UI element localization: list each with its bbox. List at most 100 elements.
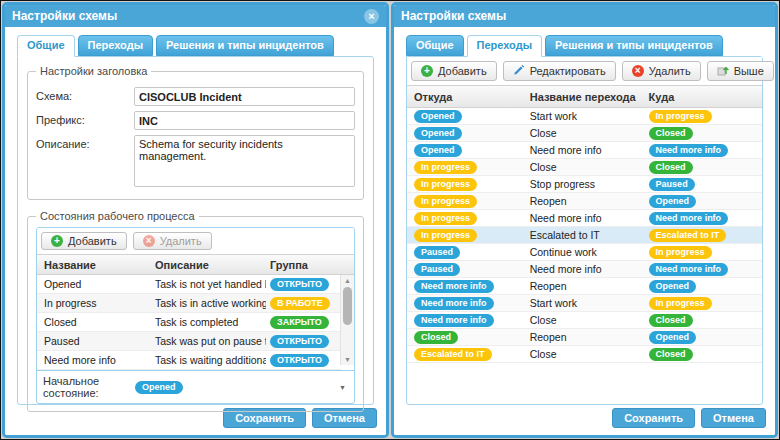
scrollbar-thumb[interactable] xyxy=(343,287,352,325)
column-name: Название xyxy=(37,259,153,271)
plus-icon: + xyxy=(51,235,63,247)
transition-row[interactable]: In progressCloseClosed xyxy=(407,159,762,176)
dialog-schema-settings-general: Настройки схемы × Общие Переходы Решения… xyxy=(2,2,389,438)
cancel-button[interactable]: Отмена xyxy=(701,408,766,428)
table-cell: Reopen xyxy=(528,280,647,292)
table-cell: In progress xyxy=(647,245,762,259)
table-cell: Continue work xyxy=(528,246,647,258)
table-cell: Closed xyxy=(647,313,762,327)
table-cell: Opened xyxy=(647,194,762,208)
state-row[interactable]: In progressTask is in active working ph.… xyxy=(37,294,341,313)
schema-label: Схема: xyxy=(36,87,134,102)
description-textarea[interactable]: Schema for security incidents management… xyxy=(134,135,355,187)
prefix-input[interactable] xyxy=(134,111,355,130)
tab-general[interactable]: Общие xyxy=(17,35,75,57)
tab-resolutions-incident-types[interactable]: Решения и типы инцидентов xyxy=(545,35,723,56)
table-cell: Task is not yet handled by c... xyxy=(153,278,266,290)
transition-row[interactable]: In progressNeed more infoNeed more info xyxy=(407,210,762,227)
save-button[interactable]: Сохранить xyxy=(612,408,695,428)
transition-row[interactable]: ClosedReopenOpened xyxy=(407,329,762,346)
status-badge: Need more info xyxy=(414,280,494,293)
table-cell: In progress xyxy=(407,194,528,208)
transition-row[interactable]: PausedContinue workIn progress xyxy=(407,244,762,261)
table-cell: Need more info xyxy=(37,354,153,366)
up-icon xyxy=(717,64,729,78)
column-group: Группа xyxy=(266,259,354,271)
add-transition-button[interactable]: + Добавить xyxy=(411,61,497,81)
state-row[interactable]: ClosedTask is completedЗАКРЫТО xyxy=(37,313,341,332)
table-cell: Reopen xyxy=(528,331,647,343)
transition-row[interactable]: Need more infoStart workIn progress xyxy=(407,295,762,312)
table-cell: ОТКРЫТО xyxy=(266,334,341,348)
table-cell: In progress xyxy=(407,228,528,242)
table-cell: Stop progress xyxy=(528,178,647,190)
tab-resolutions-incident-types[interactable]: Решения и типы инцидентов xyxy=(156,35,334,56)
right-titlebar[interactable]: Настройки схемы xyxy=(394,5,775,27)
transition-row[interactable]: OpenedStart workIn progress xyxy=(407,108,762,125)
status-badge: In progress xyxy=(649,297,712,310)
tab-transitions[interactable]: Переходы xyxy=(467,35,543,57)
right-tab-panel: + Добавить Редактировать × Удалить Выше xyxy=(406,56,763,405)
transition-row[interactable]: OpenedCloseClosed xyxy=(407,125,762,142)
delete-state-label: Удалить xyxy=(160,235,202,247)
transition-row[interactable]: Need more infoCloseClosed xyxy=(407,312,762,329)
status-badge: In progress xyxy=(649,110,712,123)
table-cell: Need more info xyxy=(528,212,647,224)
table-cell: Need more info xyxy=(647,143,762,157)
left-titlebar[interactable]: Настройки схемы × xyxy=(5,5,386,27)
schema-input[interactable] xyxy=(134,87,355,106)
delete-transition-label: Удалить xyxy=(649,65,691,77)
schema-field-row: Схема: xyxy=(36,87,355,106)
delete-state-button[interactable]: × Удалить xyxy=(133,232,212,250)
table-cell: Closed xyxy=(647,160,762,174)
edit-transition-label: Редактировать xyxy=(530,65,606,77)
add-state-button[interactable]: + Добавить xyxy=(41,232,127,250)
delete-icon: × xyxy=(632,65,644,77)
left-tab-panel: Настройки заголовка Схема: Префикс: Опис… xyxy=(17,56,374,405)
table-cell: Task is completed xyxy=(153,316,266,328)
prefix-field-row: Префикс: xyxy=(36,111,355,130)
state-row[interactable]: OpenedTask is not yet handled by c...ОТК… xyxy=(37,275,341,294)
move-up-button[interactable]: Выше xyxy=(707,61,774,81)
transition-row[interactable]: Need more info ReopenOpened xyxy=(407,278,762,295)
tab-transitions[interactable]: Переходы xyxy=(78,35,154,56)
status-badge: ОТКРЫТО xyxy=(270,278,329,291)
right-tab-bar: Общие Переходы Решения и типы инцидентов xyxy=(406,35,763,56)
column-from: Откуда xyxy=(407,91,528,103)
left-dialog-body: Общие Переходы Решения и типы инцидентов… xyxy=(5,27,386,435)
close-icon[interactable]: × xyxy=(364,9,379,24)
initial-state-label: Начальное состояние: xyxy=(43,375,135,399)
scroll-down-icon[interactable]: ▼ xyxy=(344,354,351,365)
transition-row[interactable]: In progressReopenOpened xyxy=(407,193,762,210)
transition-row[interactable]: Paused Need more infoNeed more info xyxy=(407,261,762,278)
column-description: Описание xyxy=(153,259,266,271)
states-scrollbar[interactable]: ▲ ▼ xyxy=(340,275,354,365)
status-badge: Opened xyxy=(649,195,697,208)
status-badge: ОТКРЫТО xyxy=(270,335,329,348)
table-cell: Task is waiting additional in... xyxy=(153,354,266,366)
table-cell: Need more info xyxy=(528,263,647,275)
right-dialog-body: Общие Переходы Решения и типы инцидентов… xyxy=(394,27,775,435)
table-cell: ЗАКРЫТО xyxy=(266,315,341,329)
status-badge: Opened xyxy=(649,280,697,293)
transitions-rows: OpenedStart workIn progressOpenedCloseCl… xyxy=(407,108,762,363)
transition-row[interactable]: In progressStop progressPaused xyxy=(407,176,762,193)
table-cell: ОТКРЫТО xyxy=(266,353,341,367)
status-badge: Closed xyxy=(649,161,693,174)
transition-row[interactable]: In progressEscalated to ITEscalated to I… xyxy=(407,227,762,244)
status-badge: Paused xyxy=(414,263,460,276)
edit-transition-button[interactable]: Редактировать xyxy=(503,61,616,81)
column-transition-name: Название перехода xyxy=(528,91,647,103)
state-row[interactable]: Need more infoTask is waiting additional… xyxy=(37,351,341,370)
transition-row[interactable]: Escalated to ITCloseClosed xyxy=(407,346,762,363)
transition-row[interactable]: OpenedNeed more infoNeed more info xyxy=(407,142,762,159)
scroll-up-icon[interactable]: ▲ xyxy=(344,275,351,286)
delete-transition-button[interactable]: × Удалить xyxy=(622,61,701,81)
status-badge: Need more info xyxy=(649,144,729,157)
tab-general[interactable]: Общие xyxy=(406,35,464,56)
initial-state-dropdown[interactable]: Opened xyxy=(135,381,183,394)
table-cell: Need more info xyxy=(647,262,762,276)
status-badge: Need more info xyxy=(649,212,729,225)
state-row[interactable]: PausedTask was put on pause to s...ОТКРЫ… xyxy=(37,332,341,351)
chevron-down-icon[interactable]: ▼ xyxy=(339,384,346,391)
